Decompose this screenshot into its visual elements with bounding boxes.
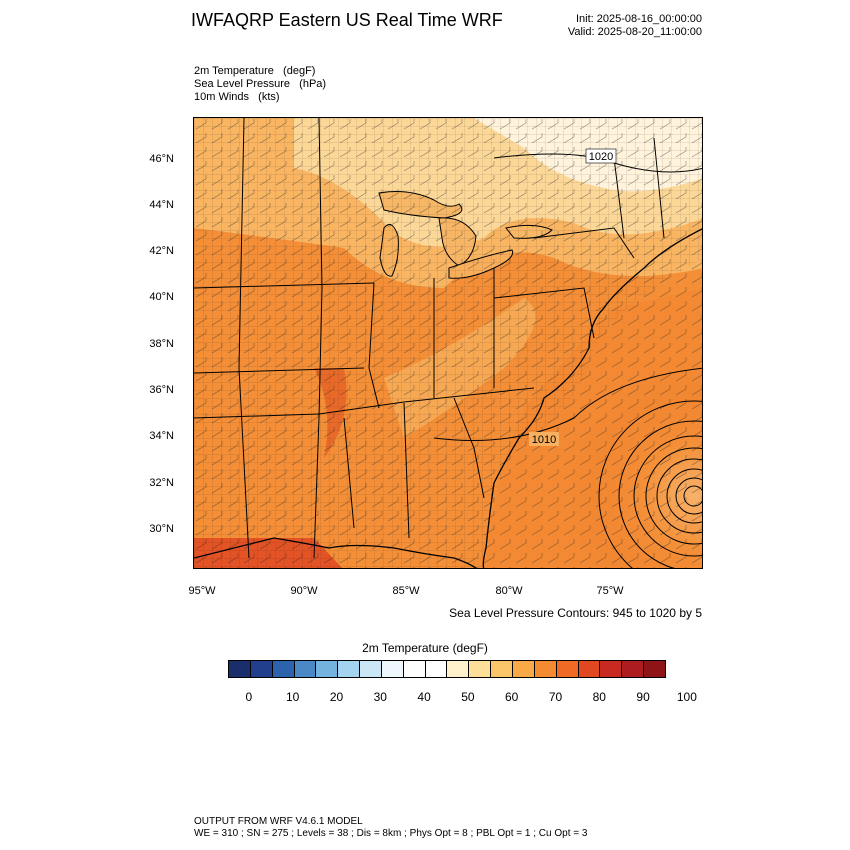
valid-time: Valid: 2025-08-20_11:00:00 — [567, 26, 702, 38]
lat-label: 34°N — [149, 430, 174, 442]
field-label-pressure: Sea Level Pressure (hPa) — [194, 78, 327, 90]
colorbar-cell — [360, 661, 382, 677]
map-svg: 1020 1010 — [194, 118, 702, 568]
colorbar-cell — [338, 661, 361, 677]
lat-label: 46°N — [149, 153, 174, 165]
colorbar-cell — [512, 661, 535, 677]
colorbar-cell — [272, 661, 295, 677]
colorbar-cell — [469, 661, 492, 677]
colorbar-tick-label: 10 — [286, 690, 300, 704]
colorbar-cell — [403, 661, 426, 677]
colorbar-cell — [578, 661, 601, 677]
colorbar-cell — [294, 661, 317, 677]
colorbar-cell — [622, 661, 645, 677]
colorbar-cell — [556, 661, 579, 677]
chart-title: IWFAQRP Eastern US Real Time WRF — [191, 10, 503, 30]
lon-label: 95°W — [188, 585, 216, 597]
colorbar-tick-label: 50 — [461, 690, 475, 704]
colorbar-cell — [316, 661, 339, 677]
colorbar-tick-label: 90 — [636, 690, 650, 704]
colorbar-cell — [381, 661, 404, 677]
field-label-winds: 10m Winds (kts) — [194, 91, 280, 103]
atlantic-coastline — [482, 228, 702, 568]
state-boundaries — [194, 118, 665, 559]
colorbar-cell — [250, 661, 273, 677]
lat-label: 44°N — [149, 199, 174, 211]
colorbar-tick-label: 80 — [592, 690, 606, 704]
lon-label: 90°W — [290, 585, 318, 597]
colorbar-tick-label: 100 — [676, 690, 697, 704]
colorbar-cell — [229, 661, 251, 677]
colorbar-title: 2m Temperature (degF) — [362, 641, 488, 655]
colorbar-tick-label: 30 — [373, 690, 387, 704]
colorbar-tick-label: 40 — [417, 690, 431, 704]
colorbar-cell — [644, 661, 665, 677]
gulf-coastline — [194, 537, 478, 568]
colorbar — [228, 660, 666, 678]
lat-label: 32°N — [149, 477, 174, 489]
contour-label-1010: 1010 — [529, 432, 559, 446]
lat-label: 30°N — [149, 523, 174, 535]
field-label-temperature: 2m Temperature (degF) — [194, 65, 316, 77]
pressure-contours — [433, 153, 702, 568]
lon-label: 85°W — [392, 585, 420, 597]
colorbar-tick-label: 0 — [245, 690, 253, 704]
lon-label: 80°W — [495, 585, 523, 597]
footer-model: OUTPUT FROM WRF V4.6.1 MODEL — [194, 816, 363, 827]
colorbar-cell — [534, 661, 557, 677]
map-panel: 1020 1010 — [193, 117, 703, 569]
init-time: Init: 2025-08-16_00:00:00 — [576, 13, 702, 25]
lat-label: 38°N — [149, 338, 174, 350]
colorbar-cell — [447, 661, 470, 677]
lon-label: 75°W — [596, 585, 624, 597]
colorbar-cell — [425, 661, 448, 677]
lat-label: 36°N — [149, 384, 174, 396]
svg-text:1020: 1020 — [589, 151, 613, 163]
colorbar-cell — [491, 661, 513, 677]
wind-barbs — [194, 118, 702, 568]
footer-config: WE = 310 ; SN = 275 ; Levels = 38 ; Dis … — [194, 828, 588, 839]
colorbar-cell — [600, 661, 623, 677]
colorbar-tick-label: 60 — [505, 690, 519, 704]
svg-text:1010: 1010 — [532, 434, 556, 446]
colorbar-tick-label: 70 — [548, 690, 563, 704]
contour-note: Sea Level Pressure Contours: 945 to 1020… — [449, 606, 702, 620]
lat-label: 40°N — [149, 291, 174, 303]
lat-label: 42°N — [149, 245, 174, 257]
contour-label-1020: 1020 — [585, 148, 617, 164]
colorbar-tick-label: 20 — [329, 690, 344, 704]
